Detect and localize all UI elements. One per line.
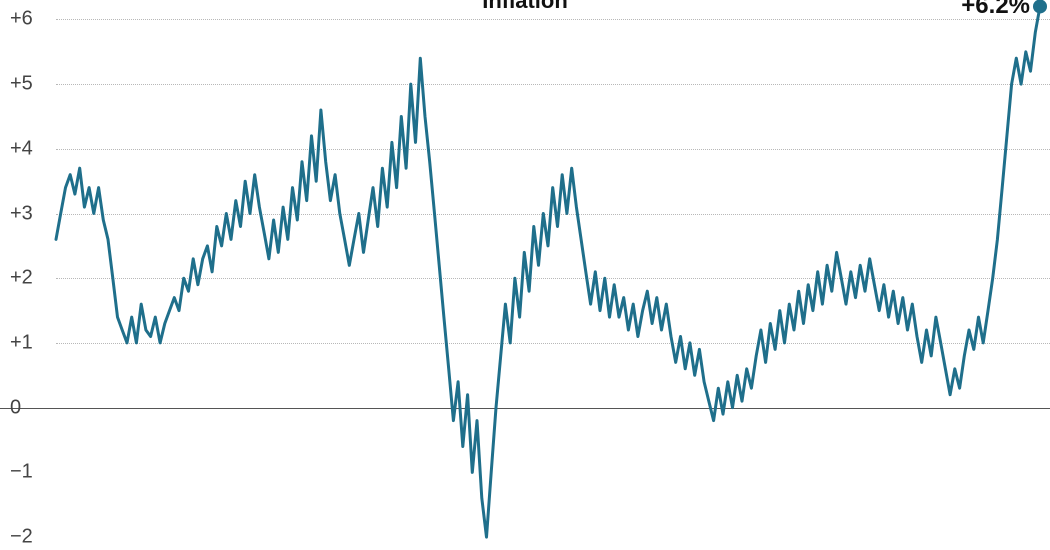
chart-title: Inflation [482,0,568,14]
inflation-line [56,7,1040,538]
chart-plot-area [0,0,1050,550]
inflation-chart: +6+5+4+3+2+10−1−2 Inflation +6.2% [0,0,1050,550]
chart-end-callout: +6.2% [961,0,1030,20]
end-marker [1033,0,1047,13]
